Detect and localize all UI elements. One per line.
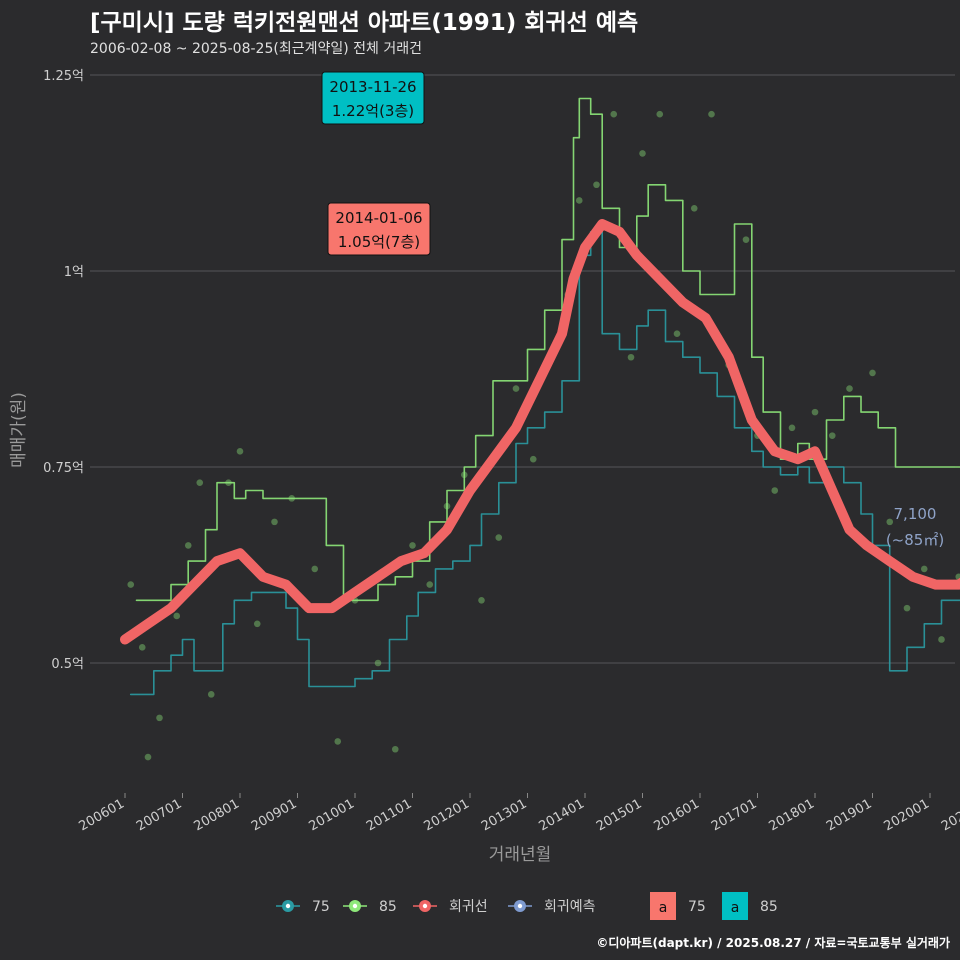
legend-item-2: 회귀선 — [413, 899, 488, 915]
scatter-point — [673, 330, 681, 338]
scatter-point — [144, 753, 152, 761]
scatter-point — [127, 581, 135, 588]
legend-item-3: 회귀예측 — [508, 899, 596, 915]
prediction-area: (~85㎡) — [886, 531, 944, 549]
legend-label: 85 — [379, 899, 397, 915]
annotation-date: 2013-11-26 — [329, 78, 416, 96]
prediction-marker: 7,100 (~85㎡) — [886, 505, 944, 549]
legend-swatch-key: a — [659, 900, 668, 916]
annotation-rect — [327, 202, 431, 256]
legend-dot-center — [422, 903, 428, 909]
legend-label: 회귀예측 — [544, 899, 596, 915]
y-axis-title: 매매가(원) — [9, 392, 29, 468]
scatter-point — [708, 110, 715, 118]
scatter-point — [639, 150, 646, 157]
scatter-point — [138, 644, 146, 651]
legend-label-item-1: a 85 — [722, 892, 778, 920]
annotation-box: 2013-11-26 1.22억(3층) — [321, 71, 425, 125]
legend-item-1: 85 — [343, 899, 397, 915]
scatter-point — [529, 455, 537, 463]
annotation-box: 2014-01-06 1.05억(7층) — [327, 202, 431, 256]
legend-swatch-label: 85 — [760, 899, 778, 915]
scatter-point — [409, 542, 416, 549]
scatter-point — [426, 581, 434, 588]
annotation-date: 2014-01-06 — [335, 209, 422, 227]
legend-label-item-0: a 75 — [650, 892, 706, 920]
scatter-point — [512, 385, 520, 392]
x-axis-title: 거래년월 — [489, 845, 552, 865]
scatter-point — [938, 636, 945, 643]
legend-dot-center — [352, 903, 358, 909]
y-tick-label: 0.75억 — [43, 461, 84, 476]
legend: 75 85 회귀선 회귀예측 a 75 a 85 — [276, 892, 778, 920]
legend-swatch — [650, 892, 676, 920]
legend-dot-center — [517, 903, 523, 909]
scatter-point — [575, 197, 583, 204]
scatter-point — [788, 424, 796, 432]
scatter-point — [478, 596, 485, 604]
legend-dot-center — [285, 903, 291, 909]
scatter-point — [495, 534, 503, 541]
scatter-point — [207, 691, 215, 698]
annotation-value: 1.22억(3층) — [332, 102, 414, 120]
legend-swatch — [722, 892, 748, 920]
scatter-point — [391, 745, 399, 753]
grid-lines — [90, 74, 955, 664]
scatter-point — [184, 542, 192, 549]
scatter-point — [271, 518, 278, 526]
scatter-point — [627, 353, 635, 361]
annotations: 2013-11-26 1.22억(3층) 2014-01-06 1.05억(7층) — [321, 71, 431, 256]
scatter-point — [656, 110, 664, 118]
scatter-point — [869, 369, 876, 377]
scatter-point — [334, 738, 342, 745]
series-line-75 — [129, 231, 960, 696]
scatter-point — [253, 620, 261, 628]
scatter-point — [173, 612, 181, 620]
scatter-point — [156, 714, 163, 722]
legend-swatch-label: 75 — [688, 899, 706, 915]
scatter-point — [811, 408, 819, 416]
legend-label: 회귀선 — [449, 899, 488, 915]
series-line-regression — [120, 219, 960, 645]
scatter-point — [903, 604, 911, 612]
source-caption: ©디아파트(dapt.kr) / 2025.08.27 / 자료=국토교통부 실… — [596, 935, 950, 950]
scatter-point — [742, 236, 750, 243]
scatter-point — [593, 181, 600, 189]
annotation-rect — [321, 71, 425, 125]
y-tick-label: 1억 — [64, 265, 84, 280]
legend-item-0: 75 — [276, 899, 330, 915]
series-lines — [120, 97, 960, 696]
scatter-point — [610, 110, 618, 118]
y-tick-label: 1.25억 — [43, 69, 84, 84]
scatter-point — [920, 565, 928, 573]
scatter-point — [886, 518, 894, 526]
scatter-point — [690, 204, 698, 212]
scatter-point — [311, 565, 319, 573]
prediction-value: 7,100 — [894, 505, 937, 523]
chart-title: [구미시] 도량 럭키전원맨션 아파트(1991) 회귀선 예측 — [90, 10, 638, 36]
chart-subtitle: 2006-02-08 ~ 2025-08-25(최근계약일) 전체 거래건 — [90, 41, 422, 57]
legend-swatch-key: a — [731, 900, 740, 916]
scatter-point — [846, 385, 853, 392]
scatter-point — [828, 432, 836, 439]
scatter-point — [374, 659, 382, 667]
scatter-point — [955, 573, 960, 581]
scatter-point — [196, 479, 204, 486]
y-axis-ticks: 0.5억 0.75억 1억 1.25억 — [43, 69, 84, 672]
annotation-value: 1.05억(7층) — [338, 233, 420, 251]
y-tick-label: 0.5억 — [51, 657, 84, 672]
legend-label: 75 — [312, 899, 330, 915]
scatter-point — [236, 448, 244, 455]
scatter-point — [771, 487, 779, 494]
